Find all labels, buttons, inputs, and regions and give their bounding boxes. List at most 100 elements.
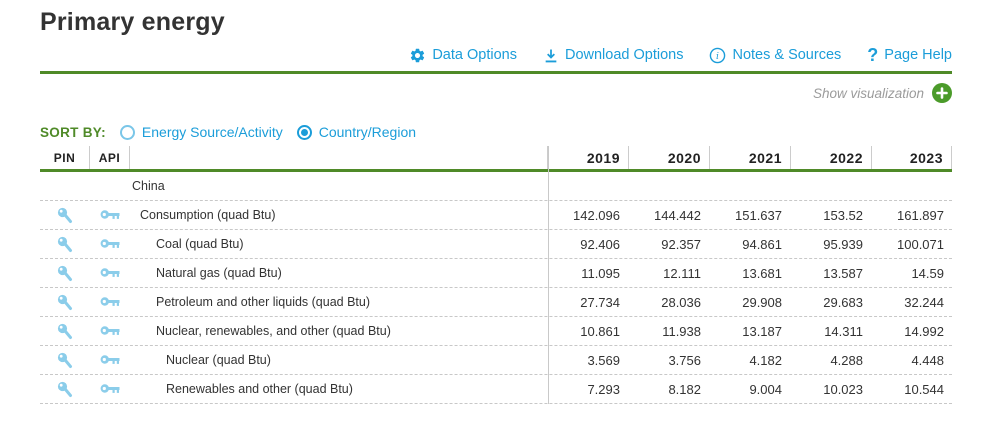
api-key-button[interactable] bbox=[90, 324, 130, 338]
value-cell: 4.448 bbox=[911, 352, 944, 368]
table-row: Natural gas (quad Btu) 11.095 12.111 13.… bbox=[40, 259, 952, 288]
value-cell: 100.071 bbox=[897, 236, 944, 252]
api-key-button[interactable] bbox=[90, 382, 130, 396]
data-table: PIN API 2019 2020 2021 2022 2023 bbox=[40, 146, 952, 404]
table-row: Coal (quad Btu) 92.406 92.357 94.861 95.… bbox=[40, 230, 952, 259]
value-cell: 13.187 bbox=[742, 323, 782, 339]
table-row: Petroleum and other liquids (quad Btu) 2… bbox=[40, 288, 952, 317]
radio-country-region[interactable]: Country/Region bbox=[296, 124, 417, 140]
pin-column-header: PIN bbox=[40, 146, 90, 169]
toolbar: Data Options Download Options i Notes & … bbox=[40, 46, 952, 74]
year-column-header: 2020 bbox=[628, 146, 709, 169]
value-cell: 12.111 bbox=[663, 265, 701, 281]
table-row: Nuclear, renewables, and other (quad Btu… bbox=[40, 317, 952, 346]
key-icon bbox=[100, 384, 120, 393]
value-cell: 13.587 bbox=[823, 265, 863, 281]
value-cell: 11.095 bbox=[581, 265, 620, 281]
api-key-button[interactable] bbox=[90, 237, 130, 251]
row-label: Natural gas (quad Btu) bbox=[156, 266, 282, 280]
pin-button[interactable] bbox=[40, 380, 90, 399]
year-column-header: 2021 bbox=[709, 146, 790, 169]
row-label: Petroleum and other liquids (quad Btu) bbox=[156, 295, 371, 309]
value-cell: 13.681 bbox=[742, 265, 782, 281]
notes-sources-label: Notes & Sources bbox=[732, 47, 842, 63]
key-icon bbox=[100, 239, 120, 248]
pin-button[interactable] bbox=[40, 206, 90, 225]
value-cell: 92.406 bbox=[580, 236, 620, 252]
gear-icon bbox=[409, 47, 426, 64]
page-help-button[interactable]: ? Page Help bbox=[867, 46, 952, 64]
show-visualization[interactable]: Show visualization bbox=[40, 83, 952, 103]
data-options-button[interactable]: Data Options bbox=[409, 47, 517, 64]
value-cell: 153.52 bbox=[823, 207, 863, 223]
download-options-button[interactable]: Download Options bbox=[543, 47, 684, 64]
value-cell: 95.939 bbox=[823, 236, 863, 252]
radio-option-label: Country/Region bbox=[318, 124, 417, 140]
pin-icon bbox=[57, 323, 72, 339]
pin-icon bbox=[57, 207, 72, 223]
value-cell: 7.293 bbox=[587, 381, 620, 397]
pin-button[interactable] bbox=[40, 177, 90, 196]
pin-button[interactable] bbox=[40, 293, 90, 312]
value-cell: 142.096 bbox=[573, 207, 620, 223]
radio-selected-icon bbox=[296, 124, 312, 140]
plus-icon[interactable] bbox=[932, 83, 952, 103]
pin-button[interactable] bbox=[40, 351, 90, 370]
table-row: Renewables and other (quad Btu) 7.293 8.… bbox=[40, 375, 952, 404]
value-cell: 3.756 bbox=[668, 352, 701, 368]
value-cell: 144.442 bbox=[654, 207, 701, 223]
page-help-label: Page Help bbox=[884, 47, 952, 63]
value-cell: 11.938 bbox=[662, 323, 701, 339]
value-cell: 14.311 bbox=[824, 323, 863, 339]
download-icon bbox=[543, 47, 559, 64]
show-visualization-label: Show visualization bbox=[812, 85, 924, 101]
api-key-button[interactable] bbox=[90, 208, 130, 222]
value-cell: 161.897 bbox=[897, 207, 944, 223]
key-icon bbox=[100, 355, 120, 364]
row-label: Coal (quad Btu) bbox=[156, 237, 244, 251]
radio-unselected-icon bbox=[119, 124, 135, 140]
value-cell: 94.861 bbox=[742, 236, 782, 252]
pin-button[interactable] bbox=[40, 235, 90, 254]
value-cell: 29.908 bbox=[742, 294, 782, 310]
api-key-button[interactable] bbox=[90, 266, 130, 280]
data-options-label: Data Options bbox=[432, 47, 517, 63]
value-cell: 10.544 bbox=[904, 381, 944, 397]
value-cell: 9.004 bbox=[749, 381, 782, 397]
value-cell: 4.288 bbox=[830, 352, 863, 368]
sort-by-row: SORT BY: Energy Source/Activity Country/… bbox=[40, 124, 952, 140]
radio-option-label: Energy Source/Activity bbox=[141, 124, 283, 140]
row-label: Nuclear (quad Btu) bbox=[166, 353, 271, 367]
value-cell: 14.59 bbox=[911, 265, 944, 281]
sort-by-label: SORT BY: bbox=[40, 124, 106, 140]
pin-icon bbox=[57, 381, 72, 397]
page-title: Primary energy bbox=[40, 8, 225, 36]
pin-button[interactable] bbox=[40, 264, 90, 283]
api-key-button[interactable] bbox=[90, 353, 130, 367]
key-icon bbox=[100, 268, 120, 277]
value-cell: 28.036 bbox=[661, 294, 701, 310]
row-label: Consumption (quad Btu) bbox=[140, 208, 276, 222]
api-key-button[interactable] bbox=[90, 179, 130, 193]
value-cell: 10.861 bbox=[580, 323, 620, 339]
table-header: PIN API 2019 2020 2021 2022 2023 bbox=[40, 146, 952, 172]
table-row: Consumption (quad Btu) 142.096 144.442 1… bbox=[40, 201, 952, 230]
download-options-label: Download Options bbox=[564, 47, 684, 63]
year-column-header: 2023 bbox=[871, 146, 952, 169]
question-icon: ? bbox=[867, 45, 879, 65]
pin-button[interactable] bbox=[40, 322, 90, 341]
value-cell: 14.992 bbox=[904, 323, 944, 339]
table-row: China bbox=[40, 172, 952, 201]
pin-icon bbox=[57, 265, 72, 281]
row-label: China bbox=[132, 179, 165, 193]
value-cell: 151.637 bbox=[735, 207, 782, 223]
notes-sources-button[interactable]: i Notes & Sources bbox=[709, 47, 841, 64]
row-label: Nuclear, renewables, and other (quad Btu… bbox=[156, 324, 391, 338]
value-cell: 4.182 bbox=[749, 352, 782, 368]
year-column-header: 2022 bbox=[790, 146, 871, 169]
radio-energy-source-activity[interactable]: Energy Source/Activity bbox=[119, 124, 283, 140]
value-cell: 10.023 bbox=[823, 381, 863, 397]
key-icon bbox=[100, 210, 120, 219]
api-key-button[interactable] bbox=[90, 295, 130, 309]
value-cell: 3.569 bbox=[587, 352, 620, 368]
